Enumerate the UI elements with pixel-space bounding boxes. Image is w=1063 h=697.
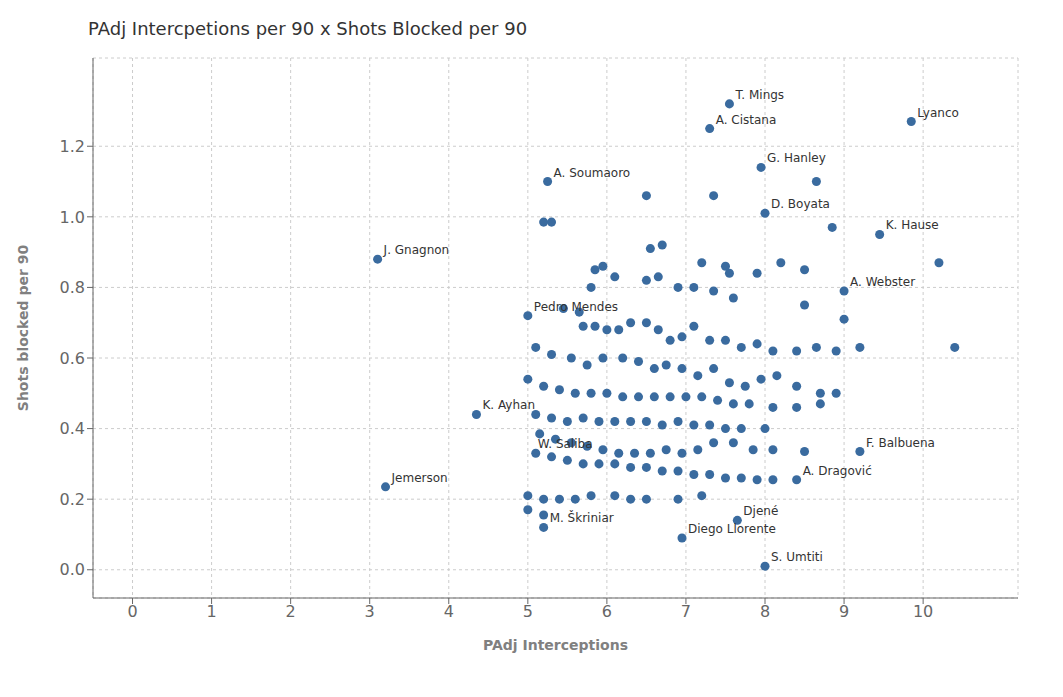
svg-text:0: 0	[127, 602, 137, 621]
svg-text:8: 8	[760, 602, 770, 621]
svg-text:D. Boyata: D. Boyata	[771, 197, 830, 211]
svg-text:W. Saliba: W. Saliba	[538, 437, 593, 451]
svg-text:0.0: 0.0	[60, 560, 85, 579]
svg-text:9: 9	[839, 602, 849, 621]
svg-text:0.6: 0.6	[60, 349, 85, 368]
html-text:PAdj Intercpetions per 90 x Sh: PAdj Intercpetions per 90 x Shots Blocke…	[88, 17, 528, 39]
svg-text:Diego Llorente: Diego Llorente	[688, 522, 776, 536]
svg-text:Jemerson: Jemerson	[391, 471, 448, 485]
svg-text:F. Balbuena: F. Balbuena	[866, 436, 935, 450]
svg-text:S. Umtiti: S. Umtiti	[771, 550, 823, 564]
svg-text:1.0: 1.0	[60, 208, 85, 227]
svg-text:2: 2	[286, 602, 296, 621]
svg-text:3: 3	[365, 602, 375, 621]
svg-text:G. Hanley: G. Hanley	[767, 151, 826, 165]
svg-text:10: 10	[913, 602, 933, 621]
svg-text:5: 5	[523, 602, 533, 621]
svg-text:J. Gnagnon: J. Gnagnon	[383, 243, 450, 257]
svg-text:1.2: 1.2	[60, 137, 85, 156]
svg-text:A. Soumaoro: A. Soumaoro	[554, 166, 631, 180]
svg-text:K. Hause: K. Hause	[886, 218, 939, 232]
svg-text:Pedro Mendes: Pedro Mendes	[534, 300, 618, 314]
svg-text:A. Dragović: A. Dragović	[803, 464, 872, 478]
svg-text:Djené: Djené	[743, 504, 778, 518]
svg-text:0.8: 0.8	[60, 278, 85, 297]
svg-text:6: 6	[602, 602, 612, 621]
svg-text:A. Cistana: A. Cistana	[716, 113, 777, 127]
svg-text:T. Mings: T. Mings	[734, 88, 784, 102]
svg-text:1: 1	[206, 602, 216, 621]
svg-text:0.4: 0.4	[60, 419, 85, 438]
svg-text:4: 4	[444, 602, 454, 621]
svg-text:PAdj Interceptions: PAdj Interceptions	[483, 637, 628, 653]
svg-text:Lyanco: Lyanco	[917, 106, 959, 120]
svg-text:Shots blocked per 90: Shots blocked per 90	[15, 245, 31, 412]
svg-text:7: 7	[681, 602, 691, 621]
svg-text:M. Škriniar: M. Škriniar	[550, 510, 614, 525]
svg-text:K. Ayhan: K. Ayhan	[482, 398, 535, 412]
svg-text:A. Webster: A. Webster	[850, 275, 915, 289]
svg-text:0.2: 0.2	[60, 490, 85, 509]
